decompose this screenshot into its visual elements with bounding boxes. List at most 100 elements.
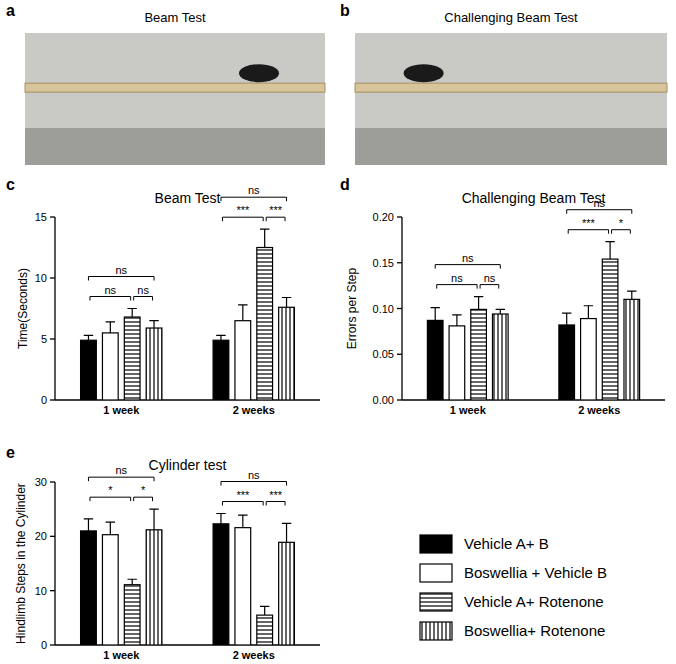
y-tick (50, 536, 55, 537)
y-tick-label: 0.15 (373, 257, 394, 269)
error-bar (216, 514, 225, 524)
y-tick-label: 20 (35, 530, 47, 542)
x-tick-label: 2 weeks (233, 649, 275, 661)
significance-label: *** (236, 489, 250, 501)
bar (449, 326, 465, 400)
bar (124, 585, 140, 645)
error-bar (106, 522, 115, 534)
y-axis-label: Hindlimb Steps in the Cylinder (14, 483, 28, 644)
significance-bracket (435, 265, 500, 269)
y-tick (397, 262, 402, 263)
significance-bracket (568, 230, 608, 234)
error-bar (627, 291, 636, 299)
error-bar (496, 309, 505, 314)
bar (213, 524, 229, 645)
error-bar (562, 313, 571, 325)
bar (81, 531, 97, 645)
legend-swatch (420, 593, 452, 611)
bar (279, 307, 295, 400)
chart-title: Cylinder test (149, 457, 227, 473)
y-axis-label: Time(Seconds) (16, 268, 30, 349)
y-tick-label: 30 (35, 476, 47, 488)
significance-bracket (567, 210, 632, 214)
significance-label: ns (137, 284, 149, 296)
bar (235, 528, 251, 645)
bar (213, 340, 229, 400)
photo-beam (355, 83, 667, 92)
y-axis-label: Errors per Step (345, 267, 359, 349)
y-tick (397, 308, 402, 309)
x-tick-label: 2 weeks (578, 404, 620, 416)
y-tick-label: 0.10 (373, 303, 394, 315)
bar (102, 535, 118, 645)
significance-bracket (221, 482, 287, 486)
significance-bracket (222, 502, 263, 506)
legend-label: Boswellia+ Rotenone (464, 622, 605, 639)
background (0, 0, 676, 664)
significance-label: ns (115, 264, 127, 276)
significance-label: ns (248, 469, 260, 481)
photo-mouse (239, 64, 279, 82)
chart: cBeam TestTime(Seconds)0510151 week2 wee… (6, 176, 320, 416)
y-tick-label: 10 (35, 272, 47, 284)
significance-label: *** (236, 204, 250, 216)
significance-bracket (90, 297, 131, 301)
significance-bracket (134, 497, 153, 501)
significance-label: ns (105, 284, 117, 296)
error-bar (260, 606, 269, 615)
bar (81, 340, 97, 400)
legend-swatch (420, 535, 452, 553)
photo-beam (25, 83, 325, 92)
plot-area (81, 509, 295, 645)
legend-swatch (420, 622, 452, 640)
panel-label: a (6, 2, 15, 19)
photo (355, 33, 667, 165)
significance-label: ns (462, 252, 474, 264)
error-bar (106, 322, 115, 333)
bar (427, 320, 443, 400)
error-bar (431, 308, 440, 321)
panel-label: b (340, 2, 350, 19)
significance-bracket (480, 285, 499, 289)
significance-bracket (266, 502, 285, 506)
bar (279, 542, 295, 645)
plot-area (81, 229, 295, 400)
bar (471, 309, 487, 400)
significance-bracket (221, 197, 287, 201)
y-tick (50, 481, 55, 482)
y-tick (50, 590, 55, 591)
legend-swatch (420, 564, 452, 582)
error-bar (84, 335, 93, 340)
chart-title: Beam Test (155, 190, 221, 206)
bar (235, 321, 251, 400)
y-tick (50, 644, 55, 645)
significance-label: *** (269, 489, 283, 501)
figure: aBeam TestbChallenging Beam TestcBeam Te… (0, 0, 676, 664)
y-tick (50, 338, 55, 339)
significance-label: * (108, 484, 113, 496)
significance-bracket (612, 230, 631, 234)
bar (124, 317, 140, 400)
significance-label: ns (593, 197, 605, 209)
y-tick-label: 5 (41, 333, 47, 345)
error-bar (238, 305, 247, 321)
y-tick (397, 354, 402, 355)
panel-label: e (6, 444, 15, 461)
bar (602, 259, 618, 400)
x-tick-label: 1 week (103, 649, 140, 661)
bar (146, 530, 162, 645)
panel-label: d (340, 176, 350, 193)
legend: Vehicle A+ BBoswellia + Vehicle BVehicle… (420, 535, 607, 640)
y-tick-label: 15 (35, 211, 47, 223)
y-tick-label: 0 (41, 639, 47, 651)
photo-mouse (404, 64, 444, 82)
panel-label: c (6, 176, 15, 193)
panel-title: Challenging Beam Test (444, 10, 578, 25)
significance-bracket (90, 497, 131, 501)
significance-label: ns (451, 272, 463, 284)
y-tick (397, 399, 402, 400)
plot-area (427, 242, 639, 400)
photo (25, 33, 325, 165)
x-tick-label: 1 week (103, 404, 140, 416)
error-bar (216, 335, 225, 340)
